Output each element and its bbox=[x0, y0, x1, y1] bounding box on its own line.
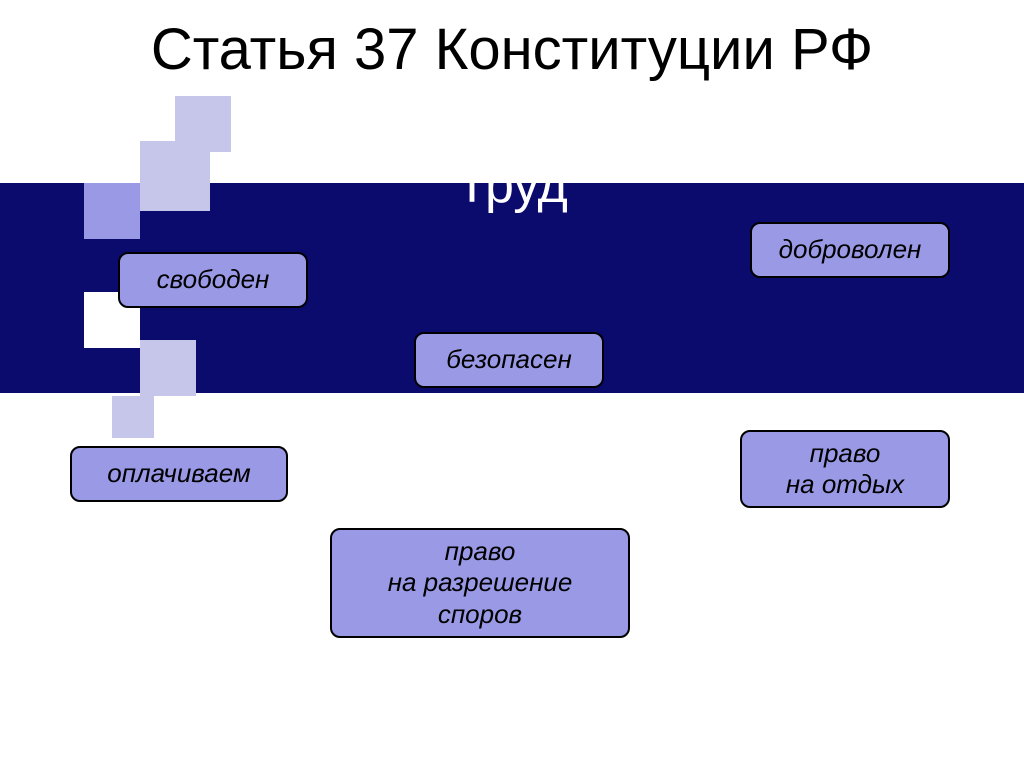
decor-square-4 bbox=[140, 340, 196, 396]
slide: Статья 37 Конституции РФ Труд свободен до… bbox=[0, 0, 1024, 768]
decor-square-5 bbox=[112, 396, 154, 438]
box-disputes: правона разрешениеспоров bbox=[330, 528, 630, 638]
box-free: свободен bbox=[118, 252, 308, 308]
box-rest: правона отдых bbox=[740, 430, 950, 508]
page-title: Статья 37 Конституции РФ bbox=[0, 18, 1024, 83]
decor-square-2 bbox=[175, 96, 231, 152]
navy-left-block bbox=[0, 236, 84, 292]
box-voluntary: доброволен bbox=[750, 222, 950, 278]
subtitle: Труд bbox=[0, 155, 1024, 215]
box-paid: оплачиваем bbox=[70, 446, 288, 502]
box-safe: безопасен bbox=[414, 332, 604, 388]
